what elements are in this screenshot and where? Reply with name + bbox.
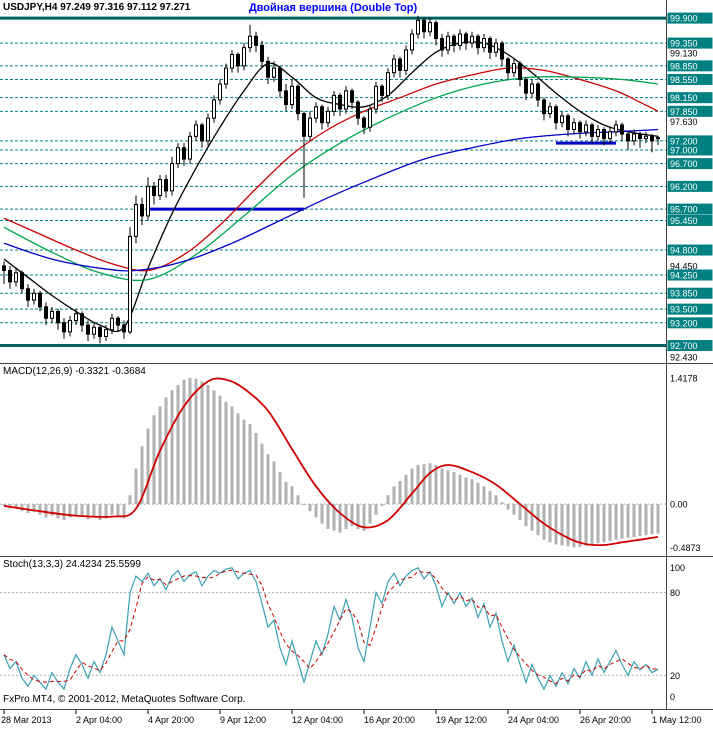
time-axis-label: 4 Apr 20:00 — [148, 715, 194, 725]
ma-medium-red-line — [3, 67, 659, 272]
time-axis-label: 9 Apr 12:00 — [220, 715, 266, 725]
price-level-label: 93.850 — [670, 289, 698, 299]
time-axis-label: 26 Apr 20:00 — [580, 715, 631, 725]
price-axis-label: 92.430 — [670, 353, 698, 363]
price-level-label: 95.700 — [670, 205, 698, 215]
price-level-label: 94.800 — [670, 246, 698, 256]
stoch-main-line — [3, 567, 659, 691]
price-level-label: 98.850 — [670, 61, 698, 71]
stochastic-indicator-label: Stoch(13,3,3) 24.4234 25.5599 — [3, 559, 141, 570]
time-axis-label: 1 May 12:00 — [652, 715, 702, 725]
macd-scale-label: 1.4178 — [670, 374, 698, 384]
stoch-scale-label: 100 — [670, 563, 685, 573]
macd-histogram — [2, 377, 660, 548]
price-level-label: 98.150 — [670, 93, 698, 103]
panel-dividers — [0, 0, 713, 710]
price-level-label: 92.700 — [670, 341, 698, 351]
macd-scale[interactable]: 1.4178 0.00 -0.4873 — [670, 374, 701, 553]
price-level-label: 96.200 — [670, 182, 698, 192]
price-level-lines — [0, 16, 666, 348]
time-axis-label: 19 Apr 12:00 — [436, 715, 487, 725]
stoch-scale[interactable]: 100 80 20 0 — [670, 563, 685, 702]
price-level-label: 98.550 — [670, 75, 698, 85]
time-axis-label: 2 Apr 04:00 — [76, 715, 122, 725]
price-level-label: 93.500 — [670, 305, 698, 315]
platform-copyright: FxPro MT4, © 2001-2012, MetaQuotes Softw… — [3, 694, 246, 705]
stoch-level-lines — [0, 592, 666, 676]
price-level-label: 96.700 — [670, 159, 698, 169]
price-axis-label: 94.450 — [670, 261, 698, 271]
stoch-scale-label: 80 — [670, 588, 680, 598]
ma-slowest-blue-line — [3, 128, 659, 272]
price-level-label: 97.000 — [670, 145, 698, 155]
symbol-ohlc-header: USDJPY,H4 97.249 97.316 97.112 97.271 — [3, 2, 191, 13]
time-axis-label: 28 Mar 2013 — [1, 715, 52, 725]
time-axis[interactable]: 28 Mar 2013 2 Apr 04:00 4 Apr 20:00 9 Apr 1… — [1, 710, 702, 725]
time-axis-label: 24 Apr 04:00 — [508, 715, 559, 725]
time-axis-label: 16 Apr 20:00 — [364, 715, 415, 725]
stoch-scale-label: 0 — [670, 692, 675, 702]
price-scale[interactable]: 99.900 99.350 98.850 98.550 98.150 97.850 97.2… — [667, 12, 713, 363]
price-level-label: 93.200 — [670, 318, 698, 328]
price-level-label: 95.450 — [670, 216, 698, 226]
stoch-scale-label: 20 — [670, 671, 680, 681]
macd-indicator-label: MACD(12,26,9) -0.3321 -0.3684 — [3, 366, 146, 377]
macd-scale-label: -0.4873 — [670, 543, 701, 553]
chart-annotation-double-top: Двойная вершина (Double Top) — [248, 2, 418, 14]
stoch-signal-line — [3, 569, 659, 685]
price-level-label: 97.200 — [670, 136, 698, 146]
price-level-label: 94.250 — [670, 271, 698, 281]
price-axis-label: 99.130 — [670, 49, 698, 59]
price-axis-label: 97.630 — [670, 117, 698, 127]
support-trendline-segments[interactable] — [148, 141, 616, 211]
ma-slow-green-line — [3, 75, 659, 282]
macd-scale-label: 0.00 — [670, 500, 688, 510]
macd-signal-line — [3, 377, 659, 547]
candlestick-series — [2, 15, 660, 344]
price-level-label: 99.900 — [670, 14, 698, 24]
time-axis-label: 12 Apr 04:00 — [292, 715, 343, 725]
price-level-label: 99.350 — [670, 39, 698, 49]
price-level-label: 97.850 — [670, 107, 698, 117]
